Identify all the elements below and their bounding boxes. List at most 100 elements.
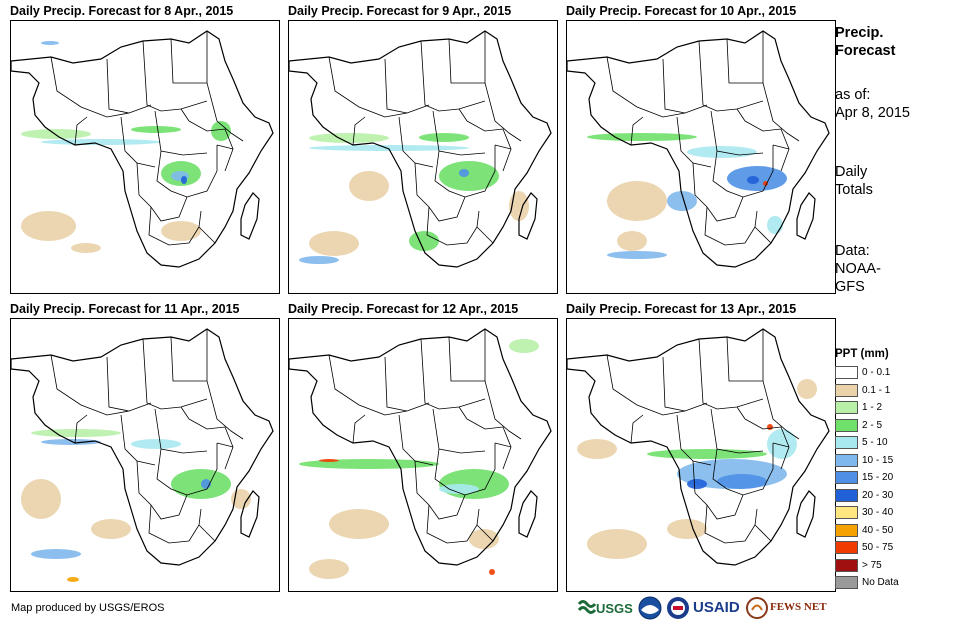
legend-swatch (835, 506, 858, 519)
country-border (398, 116, 434, 168)
country-border (458, 108, 468, 122)
precip-patch (419, 133, 469, 142)
madagascar-outline (796, 192, 816, 240)
country-border (762, 31, 800, 142)
precip-patch (41, 139, 161, 145)
country-border (692, 460, 744, 520)
legend-item: 30 - 40 (835, 504, 965, 522)
legend-item: 5 - 10 (835, 434, 965, 452)
africa-coastline (289, 30, 552, 268)
side-title-line2: Forecast (835, 43, 896, 59)
precip-patch (309, 133, 389, 143)
legend-swatch (835, 453, 858, 467)
country-border (154, 110, 208, 156)
madagascar-outline (796, 490, 816, 538)
legend-swatch (835, 401, 858, 414)
legend-label: 0.1 - 1 (862, 384, 891, 396)
precip-patch (71, 243, 101, 253)
precip-patch (21, 479, 61, 519)
country-border (206, 329, 244, 440)
country-border (142, 40, 208, 112)
usgs-logo-text: USGS (596, 601, 633, 616)
precip-patch (21, 129, 91, 139)
panel-title: Daily Precip. Forecast for 9 Apr., 2015 (288, 4, 512, 18)
precip-patch (211, 121, 231, 141)
country-border (606, 354, 708, 416)
country-border (726, 336, 763, 382)
precip-patch (647, 449, 767, 459)
precip-patch (607, 251, 667, 259)
legend-item: 20 - 30 (835, 487, 965, 505)
country-border (484, 31, 522, 142)
legend-swatch (835, 383, 858, 397)
country-border (754, 524, 772, 542)
precip-patch (763, 181, 768, 186)
precip-patch (747, 176, 759, 184)
madagascar-outline (240, 192, 260, 240)
precip-patch (617, 231, 647, 251)
precip-patch (767, 429, 797, 459)
precip-patch (509, 339, 539, 353)
usaid-logo-text: USAID (693, 599, 740, 616)
country-border (466, 120, 512, 172)
country-border (328, 354, 430, 416)
precip-patch (797, 379, 817, 399)
country-border (188, 120, 234, 172)
country-border (736, 108, 746, 122)
legend-label: 40 - 50 (862, 524, 894, 536)
country-border (106, 58, 130, 114)
fewsnet-logo: FEWS NET (746, 596, 830, 620)
country-border (476, 524, 494, 542)
country-border (448, 38, 485, 84)
country-border (384, 58, 408, 114)
country-border (74, 116, 88, 146)
legend-swatch (835, 523, 858, 537)
precip-map (10, 318, 280, 592)
precip-patch (67, 577, 79, 582)
country-border (762, 329, 800, 440)
country-border (426, 206, 480, 246)
usaid-seal-icon (666, 596, 690, 620)
panel-title: Daily Precip. Forecast for 11 Apr., 2015 (10, 302, 240, 316)
precip-patch (439, 484, 479, 494)
country-border (170, 38, 207, 84)
country-border (180, 108, 190, 122)
precip-patch (181, 176, 187, 184)
country-border (50, 56, 152, 118)
country-border (136, 460, 188, 520)
precip-patch (509, 191, 529, 221)
legend-item: 0.1 - 1 (835, 382, 965, 400)
legend-item: 1 - 2 (835, 399, 965, 417)
precip-patch (309, 559, 349, 579)
precip-patch (131, 439, 181, 449)
country-border (704, 206, 758, 246)
precip-patch (667, 519, 707, 539)
country-border (352, 116, 366, 146)
map-credit: Map produced by USGS/EROS (11, 602, 165, 614)
madagascar-outline (518, 192, 538, 240)
precip-patch (21, 211, 76, 241)
legend-label: No Data (862, 577, 899, 588)
madagascar-outline (240, 490, 260, 538)
precip-patch (577, 439, 617, 459)
country-border (736, 406, 746, 420)
precip-patch (767, 424, 773, 430)
country-border (198, 524, 216, 542)
country-border (74, 414, 88, 444)
legend-swatch (835, 471, 858, 484)
precip-patch (587, 529, 647, 559)
partner-logos: USGS USAID FEWS NET (577, 596, 830, 622)
legend-item: 10 - 15 (835, 452, 965, 470)
country-border (352, 414, 366, 444)
country-border (206, 31, 244, 142)
country-border (476, 226, 494, 244)
country-border (704, 504, 758, 544)
legend-label: 1 - 2 (862, 402, 883, 413)
precip-patch (31, 549, 81, 559)
totals-line1: Daily (835, 164, 868, 180)
legend-label: > 75 (862, 559, 882, 571)
legend-item: 0 - 0.1 (835, 364, 965, 382)
country-border (698, 40, 764, 112)
country-border (676, 414, 712, 466)
country-border (494, 144, 512, 150)
